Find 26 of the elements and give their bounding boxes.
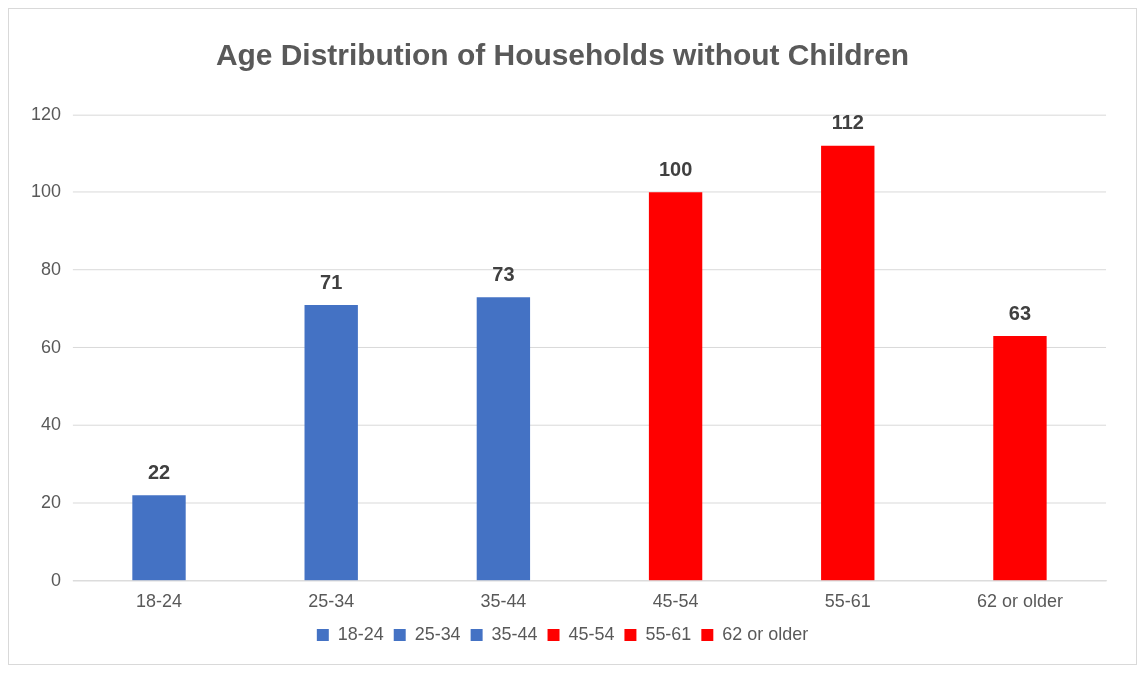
legend-label: 45-54 — [568, 624, 615, 645]
y-tick-label: 100 — [30, 181, 61, 202]
x-tick-label: 18-24 — [136, 591, 182, 612]
y-tick-label: 20 — [40, 491, 61, 512]
x-tick-label: 45-54 — [652, 591, 699, 612]
chart-title: Age Distribution of Households without Children — [215, 38, 910, 72]
data-label: 112 — [831, 111, 864, 134]
x-tick-label: 55-61 — [824, 591, 871, 612]
legend-label: 18-24 — [337, 624, 384, 645]
y-tick-label: 60 — [40, 336, 61, 357]
y-tick-label: 120 — [30, 103, 61, 124]
data-label: 22 — [147, 460, 171, 483]
y-tick-label: 80 — [40, 258, 61, 279]
legend-label: 62 or older — [722, 624, 809, 645]
x-tick-label: 35-44 — [480, 591, 527, 612]
data-label: 63 — [1008, 301, 1032, 324]
legend-label: 35-44 — [491, 624, 538, 645]
y-tick-label: 0 — [50, 569, 61, 590]
y-tick-label: 40 — [40, 414, 61, 435]
x-tick-label: 62 or older — [977, 591, 1063, 612]
data-label: 100 — [658, 157, 693, 180]
legend-label: 55-61 — [645, 624, 692, 645]
legend-label: 25-34 — [414, 624, 461, 645]
data-label: 71 — [320, 270, 343, 293]
x-tick-label: 25-34 — [308, 591, 355, 612]
data-label: 73 — [492, 262, 515, 285]
